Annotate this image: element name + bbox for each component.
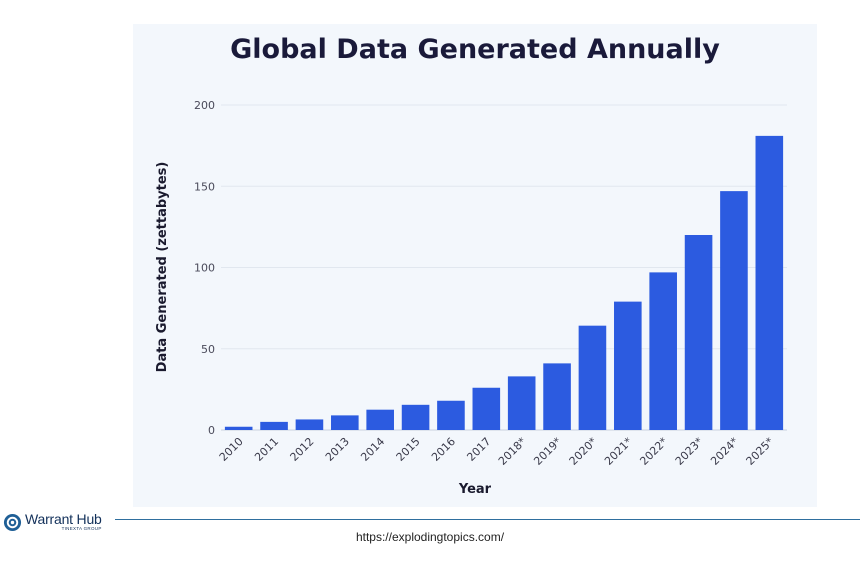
bar-2021-projected — [614, 301, 642, 430]
warrant-hub-logo: Warrant Hub TINEXTA GROUP — [3, 511, 102, 533]
x-tick-label: 2012 — [288, 435, 317, 464]
bar-2014 — [366, 409, 394, 430]
x-tick-label: 2024* — [708, 435, 741, 468]
x-tick-label: 2022* — [637, 435, 670, 468]
chart-panel: Global Data Generated Annually 0 50 100 150… — [133, 24, 817, 507]
bar-2018-projected — [507, 376, 536, 430]
warrant-hub-logo-icon — [3, 513, 22, 531]
y-tick-label: 50 — [201, 343, 215, 356]
x-axis-title: Year — [458, 482, 492, 497]
bar-2025-projected — [755, 135, 784, 430]
bar-2013 — [331, 415, 359, 430]
y-axis-title: Data Generated (zettabytes) — [155, 162, 170, 373]
bar-2024-projected — [720, 191, 748, 430]
x-tick-label: 2021* — [602, 435, 635, 468]
chart-title: Global Data Generated Annually — [230, 34, 720, 65]
bar-2012 — [295, 419, 324, 430]
x-tick-label: 2017 — [464, 435, 493, 464]
x-tick-label: 2018* — [496, 435, 529, 468]
bar-2015 — [401, 404, 430, 430]
bar-2016 — [437, 400, 465, 430]
y-tick-label: 200 — [194, 99, 215, 112]
y-tick-label: 150 — [194, 180, 215, 193]
x-tick-label: 2015 — [394, 435, 423, 464]
x-tick-label: 2011 — [252, 435, 281, 464]
bar-2022-projected — [649, 272, 677, 430]
bar-chart: Global Data Generated Annually 0 50 100 150… — [155, 34, 787, 497]
bar-2020-projected — [578, 325, 607, 430]
logo-text: Warrant Hub — [25, 511, 102, 528]
source-url: https://explodingtopics.com/ — [355, 530, 505, 544]
x-axis-ticks: 2010 2011 2012 2013 2014 2015 2016 2017 2018* 201… — [217, 435, 777, 468]
logo-subtext: TINEXTA GROUP — [61, 526, 102, 532]
bar-2019-projected — [543, 363, 571, 430]
y-tick-label: 100 — [194, 262, 215, 275]
x-tick-label: 2014 — [358, 435, 387, 464]
y-axis-ticks: 0 50 100 150 200 — [194, 99, 215, 437]
x-tick-label: 2020* — [567, 435, 600, 468]
bar-2023-projected — [684, 235, 713, 430]
x-tick-label: 2019* — [531, 435, 564, 468]
bars — [224, 135, 784, 430]
x-tick-label: 2010 — [217, 435, 246, 464]
bar-2010 — [224, 426, 253, 430]
x-tick-label: 2016 — [429, 435, 458, 464]
x-tick-label: 2013 — [323, 435, 352, 464]
y-tick-label: 0 — [208, 424, 215, 437]
x-tick-label: 2023* — [673, 435, 706, 468]
bar-2017 — [472, 387, 501, 430]
bar-2011 — [260, 421, 288, 430]
footer-divider — [115, 519, 860, 520]
x-tick-label: 2025* — [744, 435, 777, 468]
